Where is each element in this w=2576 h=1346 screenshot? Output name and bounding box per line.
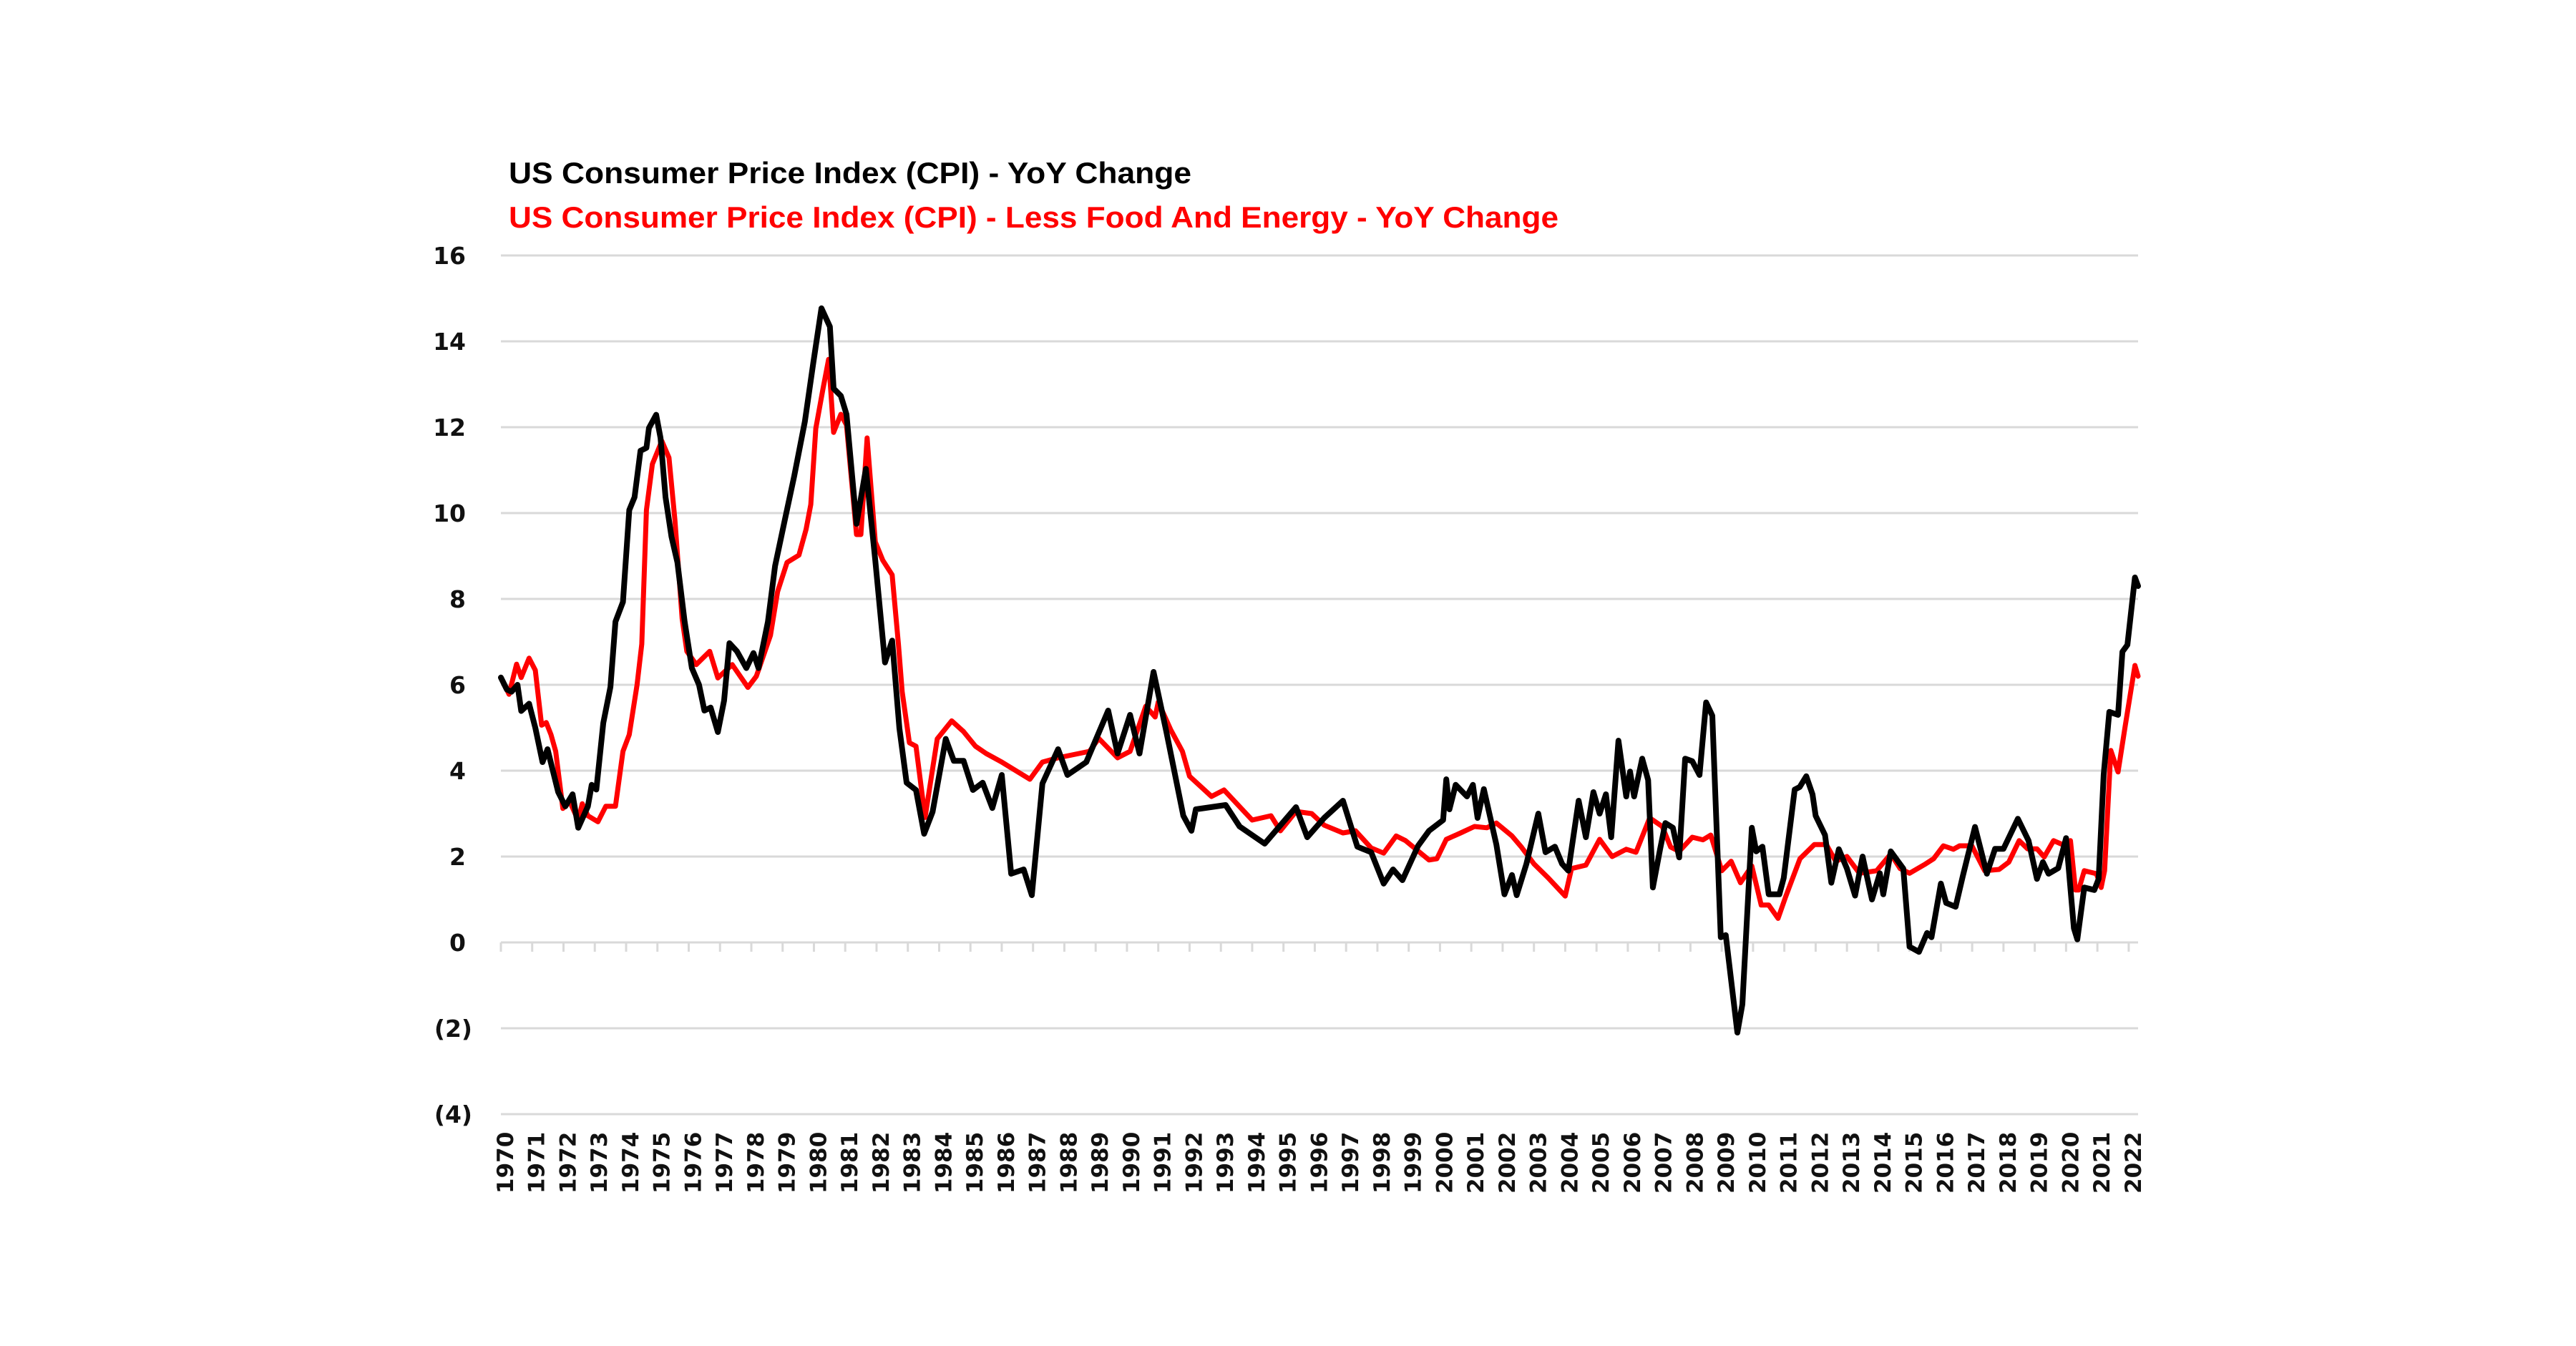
x-tick-label: 1986 [994,1132,1020,1194]
y-tick-label: 2 [449,843,466,871]
x-tick-label: 2006 [1620,1132,1646,1194]
y-tick-label: 8 [449,585,466,613]
x-tick-label: 2015 [1902,1132,1928,1194]
x-tick-label: 1971 [525,1132,550,1194]
x-tick-label: 2021 [2089,1132,2115,1194]
x-tick-label: 2007 [1652,1132,1677,1194]
y-tick-label: 16 [433,242,466,270]
x-tick-label: 2020 [2058,1132,2084,1194]
gridlines [501,254,2138,1116]
x-tick-label: 2013 [1839,1132,1865,1194]
y-tick-label: 0 [449,929,466,957]
x-tick-label: 1991 [1151,1132,1176,1194]
x-tick-label: 1999 [1401,1132,1427,1194]
x-tick-label: 1974 [618,1132,644,1194]
x-tick-label: 2010 [1745,1132,1771,1194]
x-tick-label: 2022 [2121,1132,2147,1194]
x-tick-label: 1977 [712,1132,738,1194]
x-tick-label: 1973 [587,1132,613,1194]
x-tick-label: 1996 [1307,1132,1332,1194]
x-tick-label: 2002 [1495,1132,1521,1194]
x-tick-label: 2017 [1964,1132,1990,1194]
x-tick-label: 2014 [1870,1132,1896,1194]
x-tick-label: 2012 [1807,1132,1833,1194]
x-tick-label: 1988 [1056,1132,1082,1194]
x-tick-label: 1981 [837,1132,863,1194]
x-tick-label: 1993 [1213,1132,1239,1194]
x-tick-label: 1982 [869,1132,894,1194]
y-tick-label: 4 [449,757,466,785]
x-tick-label: 1998 [1370,1132,1395,1194]
x-tick-label: 2000 [1432,1132,1458,1194]
x-tick-label: 2003 [1526,1132,1552,1194]
y-tick-label: 12 [433,414,466,442]
series-cpi [498,305,2141,1035]
x-tick-label: 1985 [962,1132,988,1194]
x-tick-label: 2001 [1463,1132,1489,1194]
x-tick-label: 1994 [1244,1132,1270,1194]
y-tick-label: 10 [433,499,466,527]
x-tick-label: 1970 [493,1132,519,1194]
chart-title: US Consumer Price Index (CPI) - YoY Chan… [509,156,1191,190]
x-tick-label: 2008 [1682,1132,1708,1194]
x-tick-label: 1978 [743,1132,769,1194]
x-tick-label: 2019 [2027,1132,2053,1194]
x-tick-label: 2011 [1777,1132,1802,1194]
x-axis: 1970 1971 1972 1973 1974 1975 1976 1977 1978 1979… [493,942,2147,1194]
x-tick-label: 1979 [775,1132,801,1194]
x-tick-label: 1983 [900,1132,926,1194]
x-tick-label: 1989 [1088,1132,1113,1194]
x-tick-label: 1972 [555,1132,581,1194]
x-tick-label: 1995 [1276,1132,1302,1194]
plot-area [498,305,2141,1035]
y-tick-label: (2) [434,1015,472,1043]
x-tick-label: 2018 [1996,1132,2021,1194]
y-tick-label: (4) [434,1101,472,1128]
x-tick-label: 2004 [1557,1132,1583,1194]
y-axis-labels: 16 14 12 10 8 6 4 2 0 (2) (4) [433,242,472,1128]
x-tick-label: 2016 [1933,1132,1958,1194]
x-tick-label: 2009 [1714,1132,1740,1194]
x-tick-label: 1975 [650,1132,675,1194]
x-tick-label: 1987 [1025,1132,1051,1194]
x-tick-label: 1992 [1181,1132,1207,1194]
y-tick-label: 14 [433,328,466,356]
x-tick-label: 1976 [680,1132,706,1194]
x-tick-label: 1997 [1338,1132,1364,1194]
chart-subtitle: US Consumer Price Index (CPI) - Less Foo… [509,200,1558,234]
x-tick-label: 1980 [806,1132,831,1194]
x-tick-label: 1990 [1119,1132,1145,1194]
y-tick-label: 6 [449,671,466,699]
x-tick-label: 2005 [1589,1132,1614,1194]
x-tick-label: 1984 [931,1132,957,1194]
